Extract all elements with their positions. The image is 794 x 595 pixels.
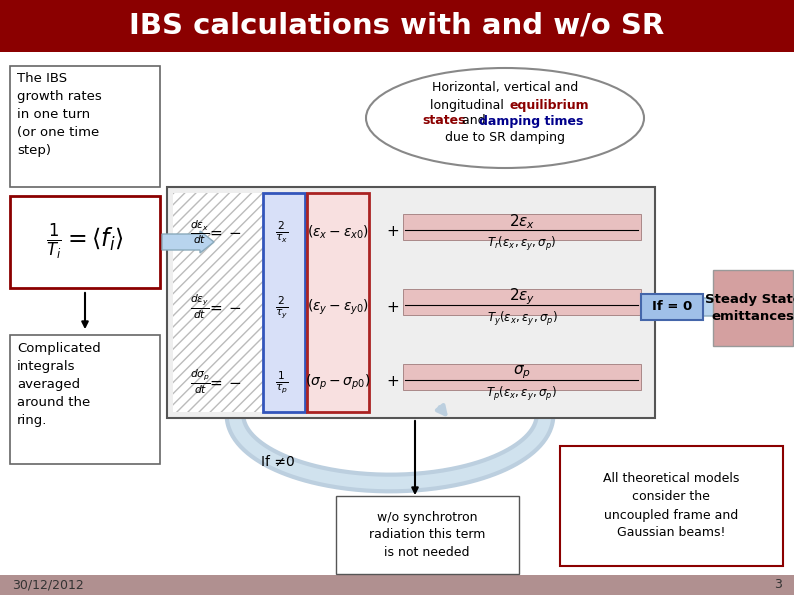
Text: $= -$: $= -$ xyxy=(206,374,241,390)
Bar xyxy=(403,364,641,390)
Text: and: and xyxy=(458,114,490,127)
Bar xyxy=(403,214,641,240)
FancyArrow shape xyxy=(162,231,214,253)
Text: 30/12/2012: 30/12/2012 xyxy=(12,578,83,591)
Text: All theoretical models
consider the
uncoupled frame and
Gaussian beams!: All theoretical models consider the unco… xyxy=(603,472,739,540)
Text: $T_p(\varepsilon_x, \varepsilon_y, \sigma_p)$: $T_p(\varepsilon_x, \varepsilon_y, \sigm… xyxy=(487,385,557,403)
Text: $\frac{1}{\tau_p}$: $\frac{1}{\tau_p}$ xyxy=(276,369,289,395)
FancyBboxPatch shape xyxy=(641,294,703,320)
Text: $T_y(\varepsilon_x, \varepsilon_y, \sigma_p)$: $T_y(\varepsilon_x, \varepsilon_y, \sigm… xyxy=(487,310,557,328)
FancyBboxPatch shape xyxy=(10,335,160,464)
Bar xyxy=(403,289,641,315)
Text: $\frac{2}{\tau_y}$: $\frac{2}{\tau_y}$ xyxy=(276,294,288,320)
Text: $+$: $+$ xyxy=(387,374,399,390)
Text: $\sigma_p$: $\sigma_p$ xyxy=(513,363,531,381)
Text: $2\varepsilon_x$: $2\varepsilon_x$ xyxy=(509,212,535,231)
Text: $\frac{2}{\tau_x}$: $\frac{2}{\tau_x}$ xyxy=(276,220,288,245)
Text: If ≠0: If ≠0 xyxy=(261,455,295,469)
Text: The IBS
growth rates
in one turn
(or one time
step): The IBS growth rates in one turn (or one… xyxy=(17,72,102,157)
Text: longitudinal: longitudinal xyxy=(430,99,508,111)
Text: $T_r(\varepsilon_x, \varepsilon_y, \sigma_p)$: $T_r(\varepsilon_x, \varepsilon_y, \sigm… xyxy=(488,235,557,253)
Text: $+$: $+$ xyxy=(387,224,399,240)
Bar xyxy=(307,193,369,412)
FancyBboxPatch shape xyxy=(10,66,160,187)
Text: equilibrium: equilibrium xyxy=(510,99,590,111)
Text: 3: 3 xyxy=(774,578,782,591)
Ellipse shape xyxy=(366,68,644,168)
Text: $(\varepsilon_y - \varepsilon_{y0})$: $(\varepsilon_y - \varepsilon_{y0})$ xyxy=(307,298,369,317)
Text: $(\varepsilon_x - \varepsilon_{x0})$: $(\varepsilon_x - \varepsilon_{x0})$ xyxy=(307,223,369,241)
FancyBboxPatch shape xyxy=(560,446,783,566)
Bar xyxy=(173,193,358,412)
FancyBboxPatch shape xyxy=(336,496,519,574)
Text: Steady State
emittances: Steady State emittances xyxy=(704,293,794,324)
Text: $= -$: $= -$ xyxy=(206,224,241,240)
Text: $+$: $+$ xyxy=(387,299,399,315)
FancyBboxPatch shape xyxy=(713,270,793,346)
Text: $\frac{d\varepsilon_y}{dt}$: $\frac{d\varepsilon_y}{dt}$ xyxy=(191,293,210,321)
Text: due to SR damping: due to SR damping xyxy=(445,131,565,145)
Text: $(\sigma_p - \sigma_{p0})$: $(\sigma_p - \sigma_{p0})$ xyxy=(305,372,371,392)
Text: Horizontal, vertical and: Horizontal, vertical and xyxy=(432,82,578,95)
Text: states: states xyxy=(422,114,465,127)
Bar xyxy=(0,0,794,52)
Text: $\frac{1}{T_i} = \langle f_i \rangle$: $\frac{1}{T_i} = \langle f_i \rangle$ xyxy=(46,222,124,262)
Text: $\frac{d\varepsilon_x}{dt}$: $\frac{d\varepsilon_x}{dt}$ xyxy=(191,218,210,246)
Bar xyxy=(173,193,358,412)
Text: $\frac{d\sigma_p}{dt}$: $\frac{d\sigma_p}{dt}$ xyxy=(190,368,210,396)
FancyBboxPatch shape xyxy=(167,187,655,418)
Text: If = 0: If = 0 xyxy=(652,300,692,314)
Text: $2\varepsilon_y$: $2\varepsilon_y$ xyxy=(509,287,535,307)
FancyBboxPatch shape xyxy=(10,196,160,288)
Bar xyxy=(0,575,794,595)
FancyArrow shape xyxy=(703,294,755,320)
Text: IBS calculations with and w/o SR: IBS calculations with and w/o SR xyxy=(129,12,665,40)
Text: w/o synchrotron
radiation this term
is not needed: w/o synchrotron radiation this term is n… xyxy=(368,511,485,559)
Text: $= -$: $= -$ xyxy=(206,299,241,315)
Bar xyxy=(263,193,305,412)
Text: damping times: damping times xyxy=(479,114,584,127)
Text: Complicated
integrals
averaged
around the
ring.: Complicated integrals averaged around th… xyxy=(17,342,101,427)
